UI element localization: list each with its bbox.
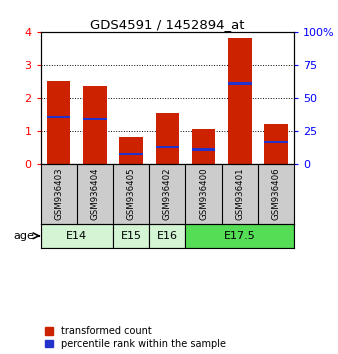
Bar — [83, 86, 107, 164]
Bar — [192, 148, 215, 151]
Bar — [192, 129, 215, 164]
Text: E15: E15 — [121, 231, 142, 241]
Text: GSM936401: GSM936401 — [235, 167, 244, 220]
Bar — [228, 82, 251, 85]
Bar — [41, 224, 113, 248]
Text: E17.5: E17.5 — [224, 231, 256, 241]
Text: GSM936404: GSM936404 — [90, 167, 99, 220]
Text: age: age — [13, 231, 34, 241]
Bar — [119, 137, 143, 164]
Bar — [113, 224, 149, 248]
Bar — [186, 224, 294, 248]
Legend: transformed count, percentile rank within the sample: transformed count, percentile rank withi… — [45, 326, 226, 349]
Text: GSM936405: GSM936405 — [127, 167, 136, 220]
Text: GSM936400: GSM936400 — [199, 167, 208, 220]
Text: E14: E14 — [66, 231, 87, 241]
Bar — [264, 124, 288, 164]
Bar — [155, 113, 179, 164]
Bar — [228, 38, 251, 164]
Bar — [149, 224, 186, 248]
Bar — [47, 116, 70, 118]
Title: GDS4591 / 1452894_at: GDS4591 / 1452894_at — [90, 18, 245, 31]
Text: GSM936403: GSM936403 — [54, 167, 63, 220]
Text: GSM936406: GSM936406 — [271, 167, 281, 220]
Bar — [119, 153, 143, 155]
Bar — [264, 141, 288, 143]
Bar — [83, 118, 107, 120]
Text: E16: E16 — [157, 231, 178, 241]
Bar — [47, 81, 70, 164]
Text: GSM936402: GSM936402 — [163, 167, 172, 220]
Bar — [155, 146, 179, 148]
